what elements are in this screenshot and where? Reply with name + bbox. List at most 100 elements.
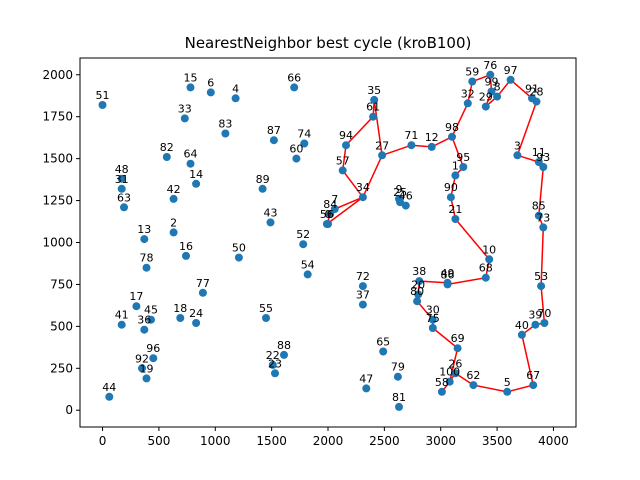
data-point: [182, 251, 190, 260]
point-label: 93: [536, 151, 550, 164]
data-point: [120, 203, 128, 212]
point-label: 32: [461, 87, 475, 100]
point-label: 24: [189, 307, 203, 320]
y-tick-label: 1250: [42, 194, 73, 208]
data-point: [534, 211, 543, 220]
point-label: 12: [425, 131, 439, 144]
point-label: 4: [232, 82, 239, 95]
data-point: [401, 201, 410, 210]
data-point: [503, 387, 512, 396]
data-point: [362, 384, 371, 393]
point-label: 31: [115, 173, 129, 186]
point-label: 5: [504, 376, 511, 389]
point-label: 34: [356, 181, 370, 194]
points-layer: [98, 70, 549, 411]
point-label: 54: [301, 258, 315, 271]
point-label: 70: [537, 307, 551, 320]
data-point: [463, 99, 472, 108]
data-point: [428, 324, 437, 332]
data-point: [176, 314, 185, 322]
point-label: 76: [483, 59, 497, 72]
data-point: [300, 139, 309, 148]
data-point: [537, 282, 546, 291]
chart-title: NearestNeighbor best cycle (kroB100): [185, 34, 472, 52]
data-point: [540, 319, 549, 327]
point-label: 20: [411, 279, 425, 292]
point-label: 65: [376, 336, 390, 349]
point-label: 73: [536, 211, 550, 224]
data-point: [258, 184, 267, 193]
point-label: 21: [448, 203, 462, 216]
data-point: [186, 159, 195, 168]
point-label: 41: [115, 309, 129, 322]
point-label: 57: [336, 154, 350, 167]
point-label: 87: [267, 124, 281, 137]
point-label: 77: [196, 277, 210, 290]
point-label: 44: [102, 381, 116, 394]
point-label: 22: [266, 349, 280, 362]
data-point: [262, 314, 270, 322]
point-label: 8: [494, 81, 501, 94]
x-tick-label: 4000: [538, 434, 569, 448]
data-point: [98, 101, 107, 109]
point-label: 62: [466, 369, 480, 382]
point-label: 10: [482, 243, 496, 256]
data-point: [271, 369, 279, 378]
data-point: [117, 174, 126, 183]
point-label: 53: [534, 270, 548, 283]
data-point: [451, 369, 460, 378]
data-point: [234, 253, 243, 262]
data-point: [414, 290, 423, 299]
y-tick-label: 1500: [42, 152, 73, 166]
data-point: [221, 129, 230, 138]
point-label: 72: [356, 270, 370, 283]
point-label: 26: [448, 357, 462, 370]
point-label: 100: [439, 366, 460, 379]
data-point: [379, 347, 388, 356]
point-label: 38: [412, 265, 426, 278]
data-point: [186, 83, 195, 92]
data-point: [147, 315, 155, 324]
data-point: [428, 315, 437, 324]
data-point: [369, 112, 378, 121]
point-label: 99: [485, 76, 499, 89]
data-point: [358, 300, 367, 309]
data-point: [437, 387, 446, 396]
data-point: [493, 92, 502, 101]
point-label: 56: [320, 208, 334, 221]
x-axis: 0 500 1000 1500 2000 2500 3000 3500 4000: [99, 427, 569, 448]
point-label: 15: [184, 71, 198, 84]
data-point: [292, 154, 301, 163]
data-point: [268, 360, 277, 369]
data-point: [413, 297, 422, 306]
y-tick-label: 1000: [42, 236, 73, 250]
point-label: 25: [393, 186, 407, 199]
point-label: 43: [264, 206, 278, 219]
data-point: [269, 136, 278, 145]
data-point: [487, 87, 496, 96]
data-point: [451, 171, 460, 180]
data-point: [395, 402, 403, 411]
data-point: [468, 77, 477, 86]
point-label: 66: [287, 71, 301, 84]
point-label: 40: [515, 319, 529, 332]
point-label: 71: [404, 129, 418, 142]
data-point: [140, 235, 149, 244]
data-point: [105, 392, 114, 401]
point-label: 14: [189, 168, 203, 181]
data-point: [415, 277, 424, 286]
point-label: 61: [366, 101, 380, 114]
point-label: 28: [530, 86, 544, 99]
data-point: [358, 282, 367, 291]
data-point: [393, 372, 402, 381]
point-label: 2: [170, 216, 177, 229]
data-point: [326, 210, 335, 218]
point-label: 89: [256, 173, 270, 186]
data-point: [192, 319, 201, 327]
y-tick-label: 500: [50, 319, 73, 333]
point-label: 64: [184, 148, 198, 161]
point-label: 84: [323, 198, 337, 211]
point-label: 68: [479, 262, 493, 275]
data-point: [142, 374, 151, 383]
